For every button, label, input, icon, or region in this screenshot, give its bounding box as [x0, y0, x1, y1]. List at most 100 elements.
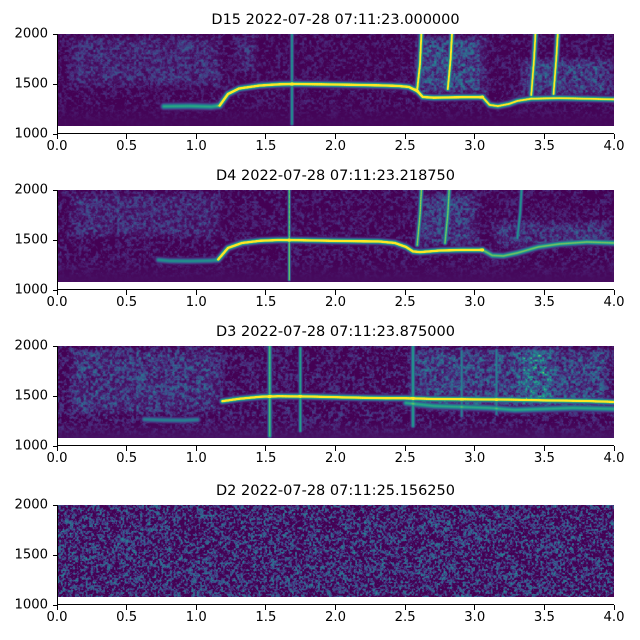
- spectrogram-image: [58, 190, 614, 289]
- spectrogram-image: [58, 505, 614, 604]
- plot-area: [57, 34, 614, 134]
- x-axis-tick-label: 1.5: [255, 610, 277, 625]
- x-axis-tick-mark: [335, 134, 337, 139]
- x-axis-tick-mark: [335, 446, 337, 451]
- x-axis-tick-mark: [613, 134, 615, 139]
- x-axis-tick-label: 2.0: [325, 610, 346, 625]
- x-axis-tick-mark: [404, 290, 406, 295]
- y-axis-tick-label: 2000: [14, 182, 48, 198]
- x-axis-tick-mark: [56, 605, 58, 610]
- x-axis-tick-mark: [613, 446, 615, 451]
- x-axis-tick-mark: [126, 134, 128, 139]
- x-axis-tick-mark: [265, 446, 267, 451]
- x-axis-tick-mark: [335, 605, 337, 610]
- x-axis-tick-label: 2.0: [325, 451, 346, 466]
- x-axis-tick-label: 0.5: [116, 139, 138, 154]
- x-axis-tick-mark: [543, 290, 545, 295]
- x-axis-tick-label: 3.5: [533, 451, 555, 466]
- y-axis-tick-label: 1000: [14, 282, 48, 298]
- x-axis-tick-label: 0.0: [46, 295, 68, 310]
- x-axis-tick-label: 2.5: [394, 295, 416, 310]
- y-axis-tick-label: 1500: [14, 232, 48, 248]
- x-axis-tick-label: 3.0: [464, 139, 486, 154]
- y-axis-tick-label: 2000: [14, 338, 48, 354]
- y-axis-tick-mark: [52, 604, 57, 606]
- x-axis-tick-label: 3.5: [533, 610, 555, 625]
- x-axis-tick-label: 2.5: [394, 451, 416, 466]
- x-axis-tick-label: 3.0: [464, 451, 486, 466]
- x-axis-tick-label: 1.5: [255, 295, 277, 310]
- y-axis-tick-mark: [52, 504, 57, 506]
- y-axis-tick-label: 2000: [14, 497, 48, 513]
- y-axis-tick-mark: [52, 289, 57, 291]
- x-axis-tick-mark: [404, 605, 406, 610]
- x-axis-tick-label: 0.5: [116, 610, 138, 625]
- x-axis-tick-label: 0.5: [116, 295, 138, 310]
- x-axis-tick-label: 1.0: [185, 451, 207, 466]
- panel-title: D3 2022-07-28 07:11:23.875000: [216, 324, 455, 340]
- x-axis-tick-mark: [543, 446, 545, 451]
- x-axis-tick-label: 4.0: [603, 610, 625, 625]
- x-axis-tick-mark: [265, 134, 267, 139]
- x-axis-tick-mark: [474, 290, 476, 295]
- x-axis-tick-mark: [265, 605, 267, 610]
- panel-title: D4 2022-07-28 07:11:23.218750: [216, 168, 455, 184]
- x-axis-tick-mark: [404, 446, 406, 451]
- y-axis-tick-mark: [52, 33, 57, 35]
- x-axis-tick-label: 1.5: [255, 139, 277, 154]
- plot-area: [57, 346, 614, 446]
- plot-area: [57, 190, 614, 290]
- x-axis-tick-label: 2.5: [394, 610, 416, 625]
- x-axis-tick-mark: [613, 290, 615, 295]
- x-axis-tick-mark: [195, 290, 197, 295]
- x-axis-tick-label: 2.0: [325, 295, 346, 310]
- y-axis-tick-mark: [52, 554, 57, 556]
- plot-area: [57, 505, 614, 605]
- x-axis-tick-label: 4.0: [603, 139, 625, 154]
- x-axis-tick-mark: [265, 290, 267, 295]
- x-axis-tick-label: 0.0: [46, 139, 68, 154]
- x-axis-tick-label: 4.0: [603, 451, 625, 466]
- x-axis-tick-label: 1.0: [185, 295, 207, 310]
- x-axis-tick-mark: [126, 605, 128, 610]
- x-axis-tick-mark: [613, 605, 615, 610]
- x-axis-tick-label: 3.5: [533, 139, 555, 154]
- x-axis-tick-mark: [474, 134, 476, 139]
- x-axis-tick-mark: [195, 446, 197, 451]
- y-axis-tick-mark: [52, 239, 57, 241]
- x-axis-tick-label: 4.0: [603, 295, 625, 310]
- x-axis-tick-mark: [474, 605, 476, 610]
- x-axis-tick-label: 2.5: [394, 139, 416, 154]
- y-axis-tick-mark: [52, 395, 57, 397]
- spectrogram-image: [58, 346, 614, 445]
- x-axis-tick-label: 2.0: [325, 139, 346, 154]
- y-axis-tick-mark: [52, 345, 57, 347]
- x-axis-tick-mark: [543, 605, 545, 610]
- x-axis-tick-label: 3.0: [464, 610, 486, 625]
- y-axis-tick-label: 1000: [14, 126, 48, 142]
- x-axis-tick-mark: [195, 134, 197, 139]
- x-axis-tick-mark: [195, 605, 197, 610]
- y-axis-tick-label: 2000: [14, 26, 48, 42]
- x-axis-tick-label: 3.0: [464, 295, 486, 310]
- x-axis-tick-label: 0.5: [116, 451, 138, 466]
- x-axis-tick-label: 1.0: [185, 610, 207, 625]
- x-axis-tick-label: 3.5: [533, 295, 555, 310]
- x-axis-tick-mark: [474, 446, 476, 451]
- y-axis-tick-label: 1500: [14, 76, 48, 92]
- x-axis-tick-mark: [126, 446, 128, 451]
- y-axis-tick-mark: [52, 83, 57, 85]
- x-axis-tick-label: 1.0: [185, 139, 207, 154]
- x-axis-tick-mark: [126, 290, 128, 295]
- y-axis-tick-label: 1500: [14, 547, 48, 563]
- panel-title: D15 2022-07-28 07:11:23.000000: [211, 12, 460, 28]
- spectrogram-image: [58, 34, 614, 133]
- x-axis-tick-mark: [404, 134, 406, 139]
- x-axis-tick-mark: [56, 290, 58, 295]
- y-axis-tick-label: 1500: [14, 388, 48, 404]
- y-axis-tick-label: 1000: [14, 438, 48, 454]
- y-axis-tick-mark: [52, 189, 57, 191]
